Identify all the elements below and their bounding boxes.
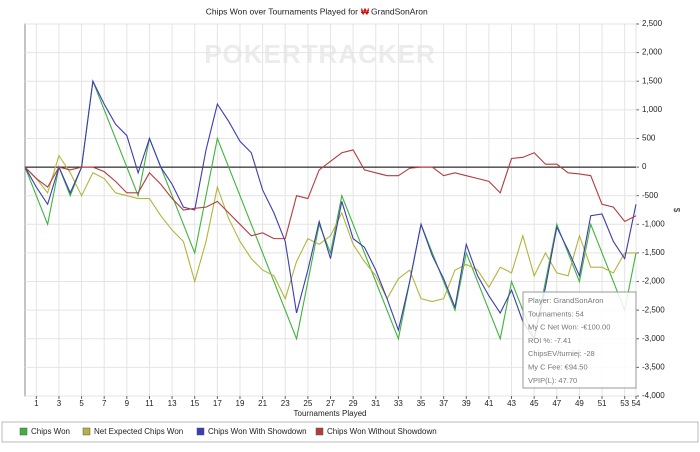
y-tick-label: -1,000 <box>642 219 665 228</box>
x-tick-label: 17 <box>213 399 222 408</box>
x-tick-label: 39 <box>462 399 471 408</box>
x-tick-label: 7 <box>102 399 107 408</box>
x-tick-label: 25 <box>303 399 312 408</box>
x-tick-label: 53 <box>620 399 629 408</box>
x-tick-label: 37 <box>439 399 448 408</box>
x-tick-label: 31 <box>371 399 380 408</box>
legend-swatch <box>82 427 91 436</box>
y-tick-label: 0 <box>642 162 647 171</box>
legend <box>1 421 699 443</box>
legend-label: Net Expected Chips Won <box>94 427 183 436</box>
tooltip-box <box>522 291 637 389</box>
x-tick-label: 47 <box>552 399 561 408</box>
y-tick-label: -1,500 <box>642 248 665 257</box>
x-tick-label: 41 <box>484 399 493 408</box>
tooltip-line: Tournaments: 54 <box>528 309 584 318</box>
legend-label: Chips Won Without Showdown <box>327 427 437 436</box>
tooltip-line: ROI %: -7.41 <box>528 336 571 345</box>
series-line <box>24 154 636 303</box>
y-tick-label: 2,000 <box>642 48 663 57</box>
y-tick-label: -3,500 <box>642 362 665 371</box>
chart-title-player: GrandSonAron <box>371 6 428 16</box>
legend-swatch <box>315 427 324 436</box>
y-tick-label: 1,000 <box>642 105 663 114</box>
y-tick-label: 1,500 <box>642 76 663 85</box>
legend-swatch <box>196 427 205 436</box>
y-tick-label: -4,000 <box>642 391 665 400</box>
y-tick-label: -2,000 <box>642 277 665 286</box>
tooltip-line: My C Net Won: -€100.00 <box>528 323 610 332</box>
x-tick-label: 15 <box>190 399 199 408</box>
x-tick-label: 43 <box>507 399 516 408</box>
x-tick-label: 33 <box>394 399 403 408</box>
x-tick-label: 3 <box>57 399 62 408</box>
y-tick-label: 500 <box>642 134 656 143</box>
player-icon: ₩ <box>361 6 370 16</box>
x-tick-label: 11 <box>145 399 154 408</box>
x-tick-label: 13 <box>168 399 177 408</box>
x-tick-label: 29 <box>349 399 358 408</box>
x-tick-label: 21 <box>258 399 267 408</box>
tooltip-line: VPIP(L): 47.70 <box>528 376 577 385</box>
x-tick-label: 35 <box>417 399 426 408</box>
x-tick-label: 5 <box>79 399 84 408</box>
series-line <box>24 149 637 240</box>
x-tick-label: 49 <box>575 399 584 408</box>
tooltip-line: ChipsEV/turniej: -28 <box>528 349 595 358</box>
y-tick-label: 2,500 <box>642 19 663 28</box>
watermark: POKERTRACKER <box>204 39 436 69</box>
x-tick-label: 19 <box>236 399 245 408</box>
x-axis-label: Tournaments Played <box>294 409 367 418</box>
legend-label: Chips Won With Showdown <box>208 427 307 436</box>
x-tick-label: 23 <box>281 399 290 408</box>
legend-label: Chips Won <box>31 427 70 436</box>
x-tick-label: 51 <box>598 399 607 408</box>
tooltip-line: Player: GrandSonAron <box>528 296 603 305</box>
x-tick-label: 1 <box>34 399 39 408</box>
y-tick-label: -2,500 <box>642 305 665 314</box>
x-tick-label: 45 <box>530 399 539 408</box>
x-tick-label: 54 <box>632 399 641 408</box>
x-tick-label: 27 <box>326 399 335 408</box>
tooltip-line: My C Fee: €94.50 <box>528 362 588 371</box>
x-tick-label: 9 <box>125 399 130 408</box>
y-axis-label: $ <box>672 208 681 213</box>
legend-swatch <box>19 427 28 436</box>
y-tick-label: -3,000 <box>642 334 665 343</box>
y-tick-label: -500 <box>642 191 659 200</box>
chart-title: Chips Won over Tournaments Played for <box>206 6 358 16</box>
